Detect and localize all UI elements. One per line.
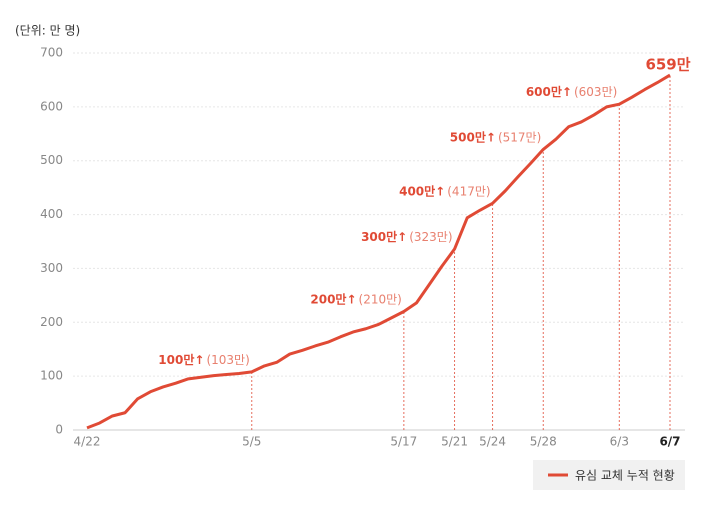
x-tick-label: 4/22 — [74, 435, 101, 449]
y-tick-label: 400 — [40, 207, 63, 221]
y-tick-label: 0 — [55, 423, 63, 437]
annotation-label: 200만↑ — [310, 291, 356, 306]
y-tick-label: 200 — [40, 315, 63, 329]
annotation-label: 100만↑ — [158, 351, 204, 366]
annotation-detail: (103만) — [206, 352, 249, 366]
annotation: 200만↑ (210만) — [310, 291, 401, 306]
annotation-detail: (517만) — [498, 130, 541, 144]
annotation-label: 500만↑ — [450, 129, 496, 144]
x-tick-label: 5/21 — [441, 435, 468, 449]
x-tick-label: 5/24 — [479, 435, 506, 449]
annotation: 600만↑ (603만) — [526, 84, 617, 99]
legend-label: 유심 교체 누적 현황 — [575, 469, 675, 483]
y-tick-label: 300 — [40, 261, 63, 275]
unit-label: (단위: 만 명) — [15, 24, 80, 38]
line — [86, 73, 671, 430]
annotation: 300만↑ (323만) — [361, 229, 452, 244]
y-tick-label: 700 — [40, 46, 63, 60]
annotation-detail: (417만) — [447, 184, 490, 198]
annotation-label: 300만↑ — [361, 229, 407, 244]
annotation-label: 400만↑ — [399, 183, 445, 198]
annotation-detail: (603만) — [574, 85, 617, 99]
x-tick-label: 6/7 — [659, 435, 680, 449]
x-tick-label: 5/5 — [242, 435, 261, 449]
y-tick-label: 100 — [40, 369, 63, 383]
x-tick-label: 6/3 — [610, 435, 629, 449]
annotation: 100만↑ (103만) — [158, 351, 249, 366]
annotation: 400만↑ (417만) — [399, 183, 490, 198]
x-tick-label: 5/17 — [390, 435, 417, 449]
x-tick-label: 5/28 — [530, 435, 557, 449]
annotation: 500만↑ (517만) — [450, 129, 541, 144]
annotation-detail: (323만) — [409, 230, 452, 244]
annotation-detail: (210만) — [359, 292, 402, 306]
y-tick-label: 600 — [40, 99, 63, 113]
annotation-label: 600만↑ — [526, 84, 572, 99]
y-tick-label: 500 — [40, 153, 63, 167]
annotation: 659만 — [645, 56, 690, 74]
